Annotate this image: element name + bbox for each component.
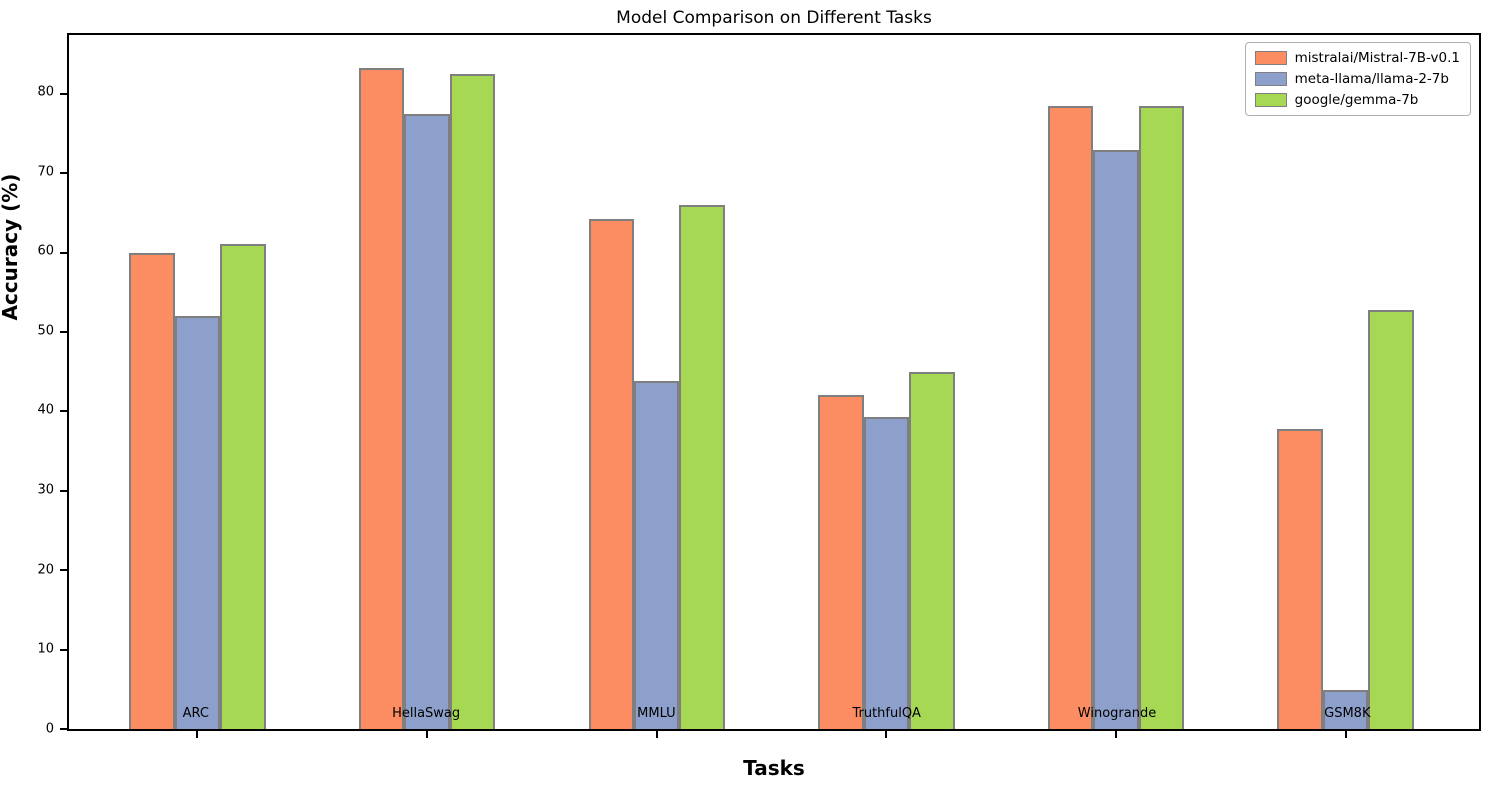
legend-swatch-icon	[1254, 93, 1287, 107]
bar-llama-2-7b-HellaSwag	[404, 114, 450, 729]
bar-Mistral-7B-v0.1-MMLU	[588, 219, 634, 729]
x-tick-mark	[196, 731, 199, 738]
y-tick-label: 20	[37, 562, 54, 578]
legend-label: meta-llama/llama-2-7b	[1294, 71, 1449, 87]
bar-gemma-7b-MMLU	[679, 204, 725, 729]
legend-swatch-icon	[1254, 51, 1287, 65]
x-tick-mark	[426, 731, 429, 738]
y-tick-mark	[60, 92, 67, 95]
bar-gemma-7b-TruthfulQA	[909, 372, 955, 729]
chart-title: Model Comparison on Different Tasks	[616, 8, 932, 28]
bar-Mistral-7B-v0.1-TruthfulQA	[818, 394, 864, 729]
legend: mistralai/Mistral-7B-v0.1 meta-llama/llam…	[1244, 42, 1471, 116]
bar-gemma-7b-ARC	[220, 243, 266, 729]
plot-area: mistralai/Mistral-7B-v0.1 meta-llama/llam…	[60, 33, 1481, 738]
legend-item: google/gemma-7b	[1254, 92, 1460, 108]
x-tick-mark	[1344, 731, 1347, 738]
y-tick-mark	[60, 251, 67, 254]
bar-llama-2-7b-MMLU	[634, 381, 680, 729]
bar-llama-2-7b-TruthfulQA	[863, 416, 910, 729]
x-tick-label-ARC: ARC	[182, 706, 209, 721]
x-tick-mark	[655, 731, 658, 738]
x-tick-label-TruthfulQA: TruthfulQA	[852, 706, 921, 721]
legend-label: mistralai/Mistral-7B-v0.1	[1294, 50, 1460, 66]
bar-llama-2-7b-ARC	[174, 316, 221, 729]
y-tick-label: 70	[37, 164, 54, 180]
bar-llama-2-7b-Winogrande	[1093, 150, 1139, 729]
x-tick-mark	[885, 731, 888, 738]
bar-Mistral-7B-v0.1-ARC	[129, 252, 175, 729]
bar-Mistral-7B-v0.1-GSM8K	[1277, 428, 1323, 729]
x-tick-label-HellaSwag: HellaSwag	[392, 706, 461, 721]
bar-gemma-7b-HellaSwag	[449, 73, 496, 729]
y-tick-label: 80	[37, 84, 54, 100]
bar-gemma-7b-GSM8K	[1368, 309, 1414, 729]
x-axis-label: Tasks	[743, 756, 805, 780]
legend-item: meta-llama/llama-2-7b	[1254, 71, 1460, 87]
x-tick-label-Winogrande: Winogrande	[1077, 706, 1157, 721]
y-tick-mark	[60, 489, 67, 492]
legend-label: google/gemma-7b	[1294, 92, 1419, 108]
x-tick-label-MMLU: MMLU	[637, 706, 676, 721]
y-tick-mark	[60, 648, 67, 651]
bar-gemma-7b-Winogrande	[1138, 105, 1185, 729]
y-tick-label: 40	[37, 402, 54, 418]
bar-Mistral-7B-v0.1-Winogrande	[1047, 106, 1094, 729]
y-tick-label: 50	[37, 323, 54, 339]
legend-swatch-icon	[1254, 72, 1287, 86]
legend-item: mistralai/Mistral-7B-v0.1	[1254, 50, 1460, 66]
y-tick-mark	[60, 172, 67, 175]
y-tick-mark	[60, 569, 67, 572]
y-tick-mark	[60, 410, 67, 413]
y-tick-label: 60	[37, 243, 54, 259]
bar-Mistral-7B-v0.1-HellaSwag	[358, 67, 405, 729]
x-tick-label-GSM8K: GSM8K	[1324, 706, 1371, 721]
y-tick-mark	[60, 330, 67, 333]
y-tick-mark	[60, 728, 67, 730]
x-tick-mark	[1115, 731, 1118, 738]
y-tick-label: 30	[37, 482, 54, 498]
bar-llama-2-7b-GSM8K	[1322, 690, 1369, 729]
y-tick-label: 0	[45, 721, 54, 737]
y-tick-label: 10	[37, 641, 54, 657]
